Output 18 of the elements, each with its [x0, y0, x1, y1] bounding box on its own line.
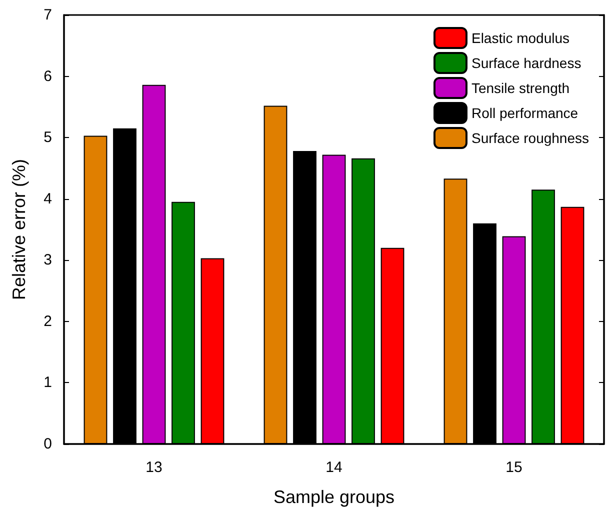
y-tick-label: 3: [44, 252, 52, 269]
legend-label: Roll performance: [471, 105, 578, 121]
y-tick-label: 0: [44, 436, 52, 452]
y-tick-label: 5: [44, 129, 52, 146]
legend-label: Elastic modulus: [471, 30, 570, 46]
legend-label: Tensile strength: [471, 80, 570, 96]
x-axis-title: Sample groups: [273, 487, 395, 507]
legend-label: Surface roughness: [471, 130, 590, 146]
legend-label: Surface hardness: [471, 55, 582, 71]
x-tick-label: 15: [506, 459, 522, 476]
x-tick-label: 14: [326, 459, 342, 476]
y-tick-label: 7: [44, 6, 52, 24]
y-tick-label: 1: [44, 374, 52, 392]
y-axis-title: Relative error (%): [9, 158, 29, 300]
x-tick-label: 13: [146, 459, 162, 476]
y-tick-label: 6: [44, 68, 52, 85]
y-tick-label: 2: [44, 312, 52, 330]
y-tick-label: 4: [44, 190, 52, 208]
